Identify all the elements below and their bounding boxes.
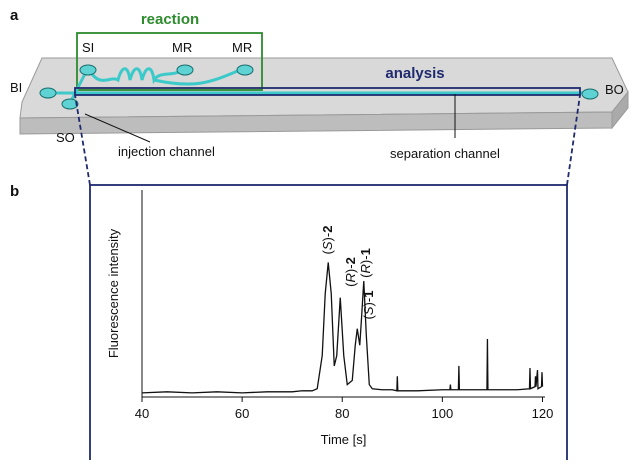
port-label: SI: [82, 40, 94, 55]
port-label: BO: [605, 82, 624, 97]
analysis-box: [74, 87, 581, 96]
peak-label: (R)-1: [358, 248, 373, 278]
x-tick-label: 60: [235, 406, 249, 421]
x-axis-label: Time [s]: [321, 432, 367, 447]
peak-label: (R)-2: [343, 257, 358, 287]
channels: [48, 66, 590, 104]
port-label: MR: [232, 40, 252, 55]
ports: [39, 64, 599, 110]
port-label: SO: [56, 130, 75, 145]
injection-label: injection channel: [118, 144, 215, 159]
peak-label: (S)-1: [361, 291, 376, 320]
callout: [84, 113, 151, 143]
y-axis-label: Fluorescence intensity: [106, 228, 121, 358]
reaction-box: [76, 32, 263, 91]
trace: [141, 262, 544, 394]
port-label: MR: [172, 40, 192, 55]
chip-side: [611, 90, 629, 130]
x-tick-label: 40: [135, 406, 149, 421]
plot: 40 60 80 100 120 Time [s] Fluorescence intensi…: [106, 190, 553, 447]
panel-b-box: [89, 184, 568, 465]
separation-label: separation channel: [390, 146, 500, 161]
panel-label: b: [10, 183, 19, 200]
zoom-line: [566, 94, 581, 186]
x-tick-label: 100: [432, 406, 454, 421]
panel-label: a: [10, 7, 19, 24]
zoom-line: [74, 94, 91, 186]
port-label: BI: [10, 80, 22, 95]
x-tick-label: 80: [335, 406, 349, 421]
reaction-title: reaction: [141, 11, 199, 28]
peak-label: (S)-2: [320, 226, 335, 255]
x-tick-label: 120: [532, 406, 554, 421]
analysis-title: analysis: [385, 65, 444, 82]
